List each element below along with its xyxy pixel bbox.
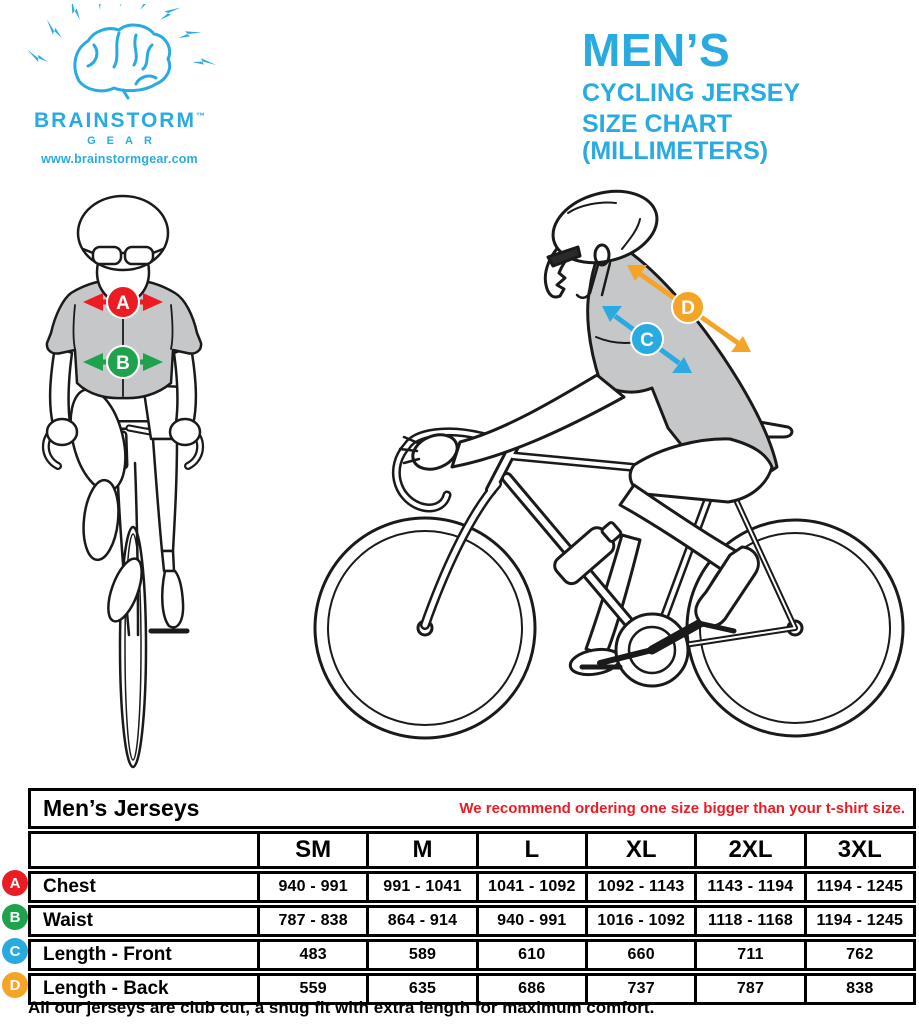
- table-row-length-back: Length - Back 559 635 686 737 787 838: [28, 973, 916, 1005]
- row-marker-b: B: [2, 904, 28, 930]
- table-row-waist: Waist 787 - 838 864 - 914 940 - 991 1016…: [28, 905, 916, 937]
- marker-c-letter: C: [640, 330, 654, 351]
- length-back-measure-arrow: D: [627, 265, 751, 352]
- table-row-chest: Chest 940 - 991 991 - 1041 1041 - 1092 1…: [28, 871, 916, 903]
- cell: 838: [803, 976, 913, 1002]
- waist-measure-arrow: B: [83, 345, 163, 379]
- table-row-length-front: Length - Front 483 589 610 660 711 762: [28, 939, 916, 971]
- title-line-2: CYCLING JERSEY: [582, 78, 801, 107]
- cell: 940 - 991: [475, 908, 585, 934]
- cell: 483: [257, 942, 366, 968]
- row-label: Waist: [43, 910, 93, 931]
- cell: 864 - 914: [366, 908, 475, 934]
- size-header: 3XL: [803, 834, 913, 866]
- cell: 1041 - 1092: [475, 874, 585, 900]
- cell: 1194 - 1245: [803, 874, 913, 900]
- chest-measure-arrow: A: [83, 285, 163, 319]
- cell: 1118 - 1168: [694, 908, 803, 934]
- cell: 635: [366, 976, 475, 1002]
- page-title: MEN’S CYCLING JERSEY SIZE CHART (MILLIME…: [582, 26, 919, 164]
- cell: 589: [366, 942, 475, 968]
- cell: 1194 - 1245: [803, 908, 913, 934]
- size-header: SM: [257, 834, 366, 866]
- marker-a-letter: A: [116, 293, 130, 314]
- cell: 559: [257, 976, 366, 1002]
- cell: 787 - 838: [257, 908, 366, 934]
- cell: 787: [694, 976, 803, 1002]
- size-header: M: [366, 834, 475, 866]
- fit-footnote: All our jerseys are club cut, a snug fit…: [28, 998, 655, 1017]
- cell: 660: [584, 942, 694, 968]
- cell: 1092 - 1143: [584, 874, 694, 900]
- marker-a-circle: [106, 285, 140, 319]
- row-marker-d: D: [2, 972, 28, 998]
- cell: 1016 - 1092: [584, 908, 694, 934]
- brand-subname: GEAR: [87, 135, 163, 147]
- size-header: XL: [584, 834, 694, 866]
- row-label: Length - Front: [43, 944, 172, 965]
- cell: 991 - 1041: [366, 874, 475, 900]
- cell: 711: [694, 942, 803, 968]
- cell: 686: [475, 976, 585, 1002]
- marker-b-circle: [106, 345, 140, 379]
- brand-url: www.brainstormgear.com: [41, 152, 198, 166]
- cell: 1143 - 1194: [694, 874, 803, 900]
- cell: 737: [584, 976, 694, 1002]
- table-title: Men’s Jerseys: [43, 795, 200, 821]
- brand-wordmark: BRAINSTORM™: [34, 109, 205, 132]
- marker-b-letter: B: [116, 353, 130, 374]
- trademark-symbol: ™: [195, 111, 205, 121]
- title-line-1: MEN’S: [582, 24, 731, 76]
- marker-d-letter: D: [681, 298, 695, 319]
- cell: 610: [475, 942, 585, 968]
- brand-logo: BRAINSTORM™ GEAR www.brainstormgear.com: [22, 0, 217, 166]
- size-header: 2XL: [694, 834, 803, 866]
- cell: 940 - 991: [257, 874, 366, 900]
- side-view-cyclist-illustration: D C: [313, 189, 905, 740]
- cell: 762: [803, 942, 913, 968]
- title-line-3: SIZE CHART (MILLIMETERS): [582, 110, 769, 165]
- row-label: Chest: [43, 876, 96, 897]
- row-marker-a: A: [2, 870, 28, 896]
- size-header-row: SM M L XL 2XL 3XL: [28, 831, 916, 869]
- brainstorm-brain-icon: [25, 0, 217, 100]
- size-header-spacer: [31, 834, 257, 866]
- row-marker-c: C: [2, 938, 28, 964]
- marker-c-circle: [630, 322, 664, 356]
- size-header: L: [475, 834, 585, 866]
- table-title-row: Men’s Jerseys We recommend ordering one …: [28, 788, 916, 829]
- front-view-cyclist-illustration: A B: [41, 194, 205, 769]
- marker-d-circle: [671, 290, 705, 324]
- length-front-measure-arrow: C: [602, 306, 692, 373]
- row-label: Length - Back: [43, 978, 169, 999]
- sizing-recommendation-note: We recommend ordering one size bigger th…: [459, 800, 905, 817]
- size-chart-table: Men’s Jerseys We recommend ordering one …: [28, 788, 916, 1005]
